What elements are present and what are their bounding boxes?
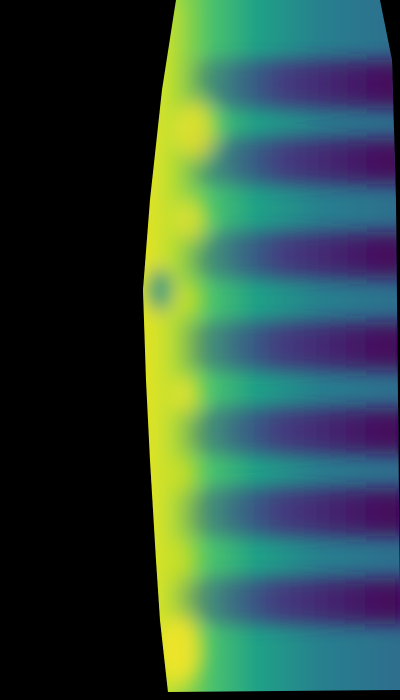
bands [143, 0, 400, 692]
band [170, 578, 400, 624]
hot-spot [162, 538, 194, 582]
hot-spot [169, 282, 201, 318]
hot-spot [158, 615, 202, 685]
band [180, 232, 400, 278]
cool-spot [146, 268, 174, 312]
field [143, 0, 400, 692]
band [175, 322, 400, 370]
band [175, 408, 400, 454]
band [180, 138, 400, 184]
hot-spot [169, 375, 201, 415]
hot-spot [173, 100, 217, 160]
hot-spot [172, 198, 208, 242]
band [175, 488, 400, 536]
band [180, 60, 400, 108]
hot-spot [164, 455, 196, 495]
